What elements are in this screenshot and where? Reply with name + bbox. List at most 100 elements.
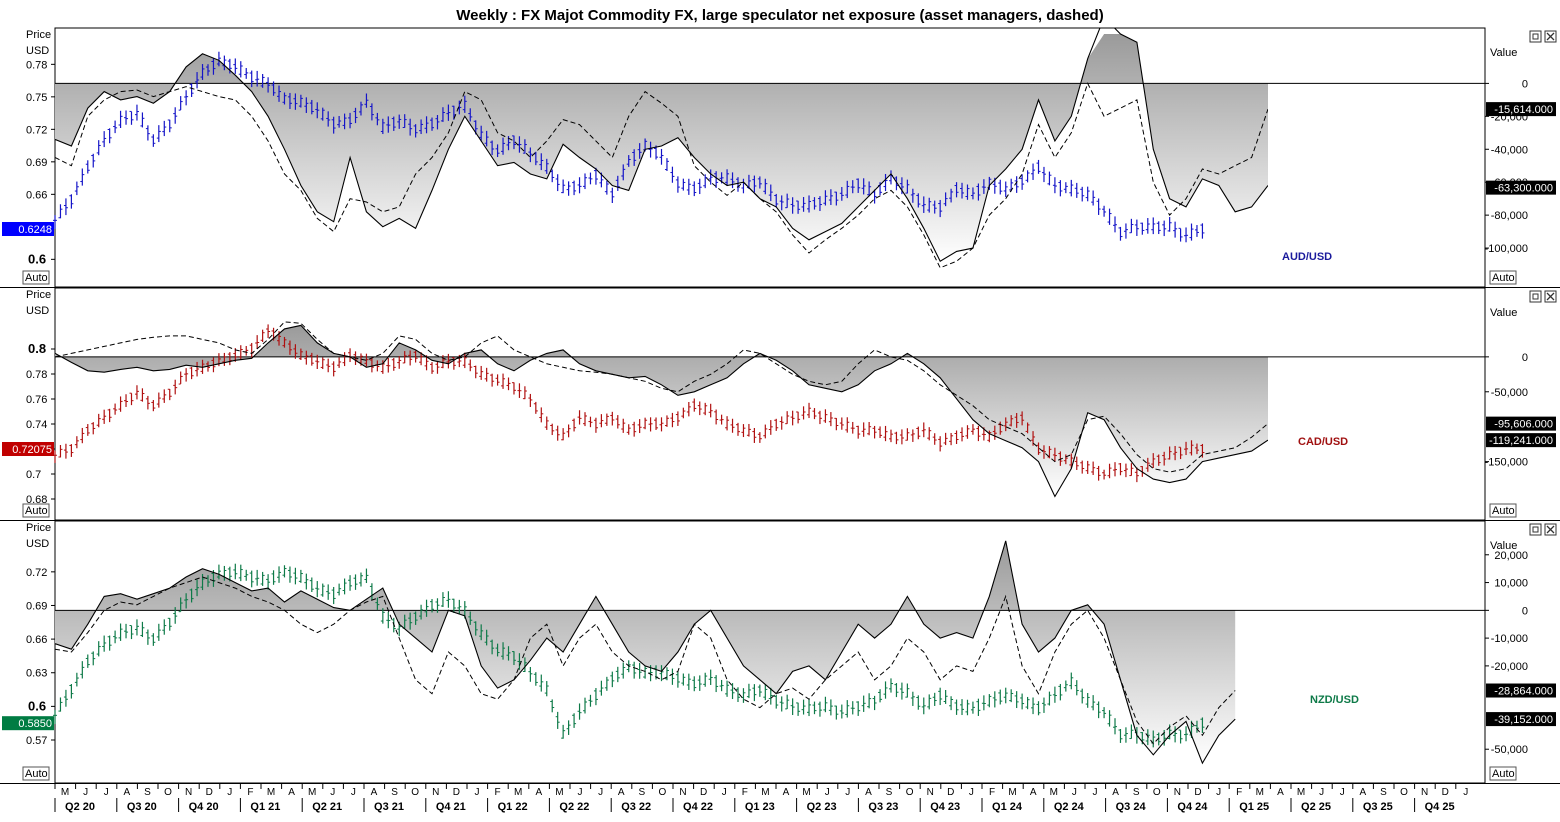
price-bar [1194, 720, 1199, 733]
price-bar [495, 144, 500, 158]
price-bar [1178, 227, 1183, 242]
price-bar [905, 428, 910, 441]
price-bar [730, 172, 735, 189]
price-bar [839, 704, 844, 719]
price-bar [293, 344, 298, 359]
month-label: J [845, 787, 850, 798]
price-bar [293, 567, 298, 585]
price-bar [380, 118, 385, 135]
price-bar [796, 200, 801, 214]
month-label: O [411, 787, 419, 798]
price-bar [834, 417, 839, 431]
price-bar [1052, 177, 1057, 194]
value-axis-label: Value [1490, 540, 1517, 552]
price-bar [1025, 422, 1030, 434]
price-bar [145, 395, 150, 410]
price-bar [337, 115, 342, 128]
price-bar [632, 661, 637, 679]
price-bar [151, 400, 156, 412]
price-tick-label: 0.72 [26, 124, 47, 136]
month-label: S [391, 787, 398, 798]
price-bar [539, 153, 544, 171]
restore-icon[interactable] [1529, 30, 1542, 43]
price-bar [1184, 227, 1189, 243]
month-label: F [1236, 787, 1242, 798]
price-bar [599, 414, 604, 428]
price-bar [195, 579, 200, 597]
quarter-label: Q4 21 [436, 801, 466, 813]
value-auto-button[interactable] [1489, 270, 1517, 285]
price-bar [981, 695, 986, 711]
quarter-label: Q2 23 [807, 801, 837, 813]
price-bar [856, 178, 861, 193]
price-bar [883, 681, 888, 699]
value-auto-button[interactable] [1489, 766, 1517, 781]
price-tick-label: 0.57 [26, 735, 47, 747]
price-bar [703, 174, 708, 189]
price-bar [69, 194, 74, 209]
price-bar [1058, 180, 1063, 197]
price-bar [479, 365, 484, 380]
price-bar [812, 408, 817, 420]
price-bar [992, 425, 997, 440]
price-bar [391, 358, 396, 371]
price-bar [58, 204, 63, 219]
price-bar [331, 361, 336, 377]
month-label: A [1030, 787, 1037, 798]
value-tick-label: -80,000 [1491, 210, 1528, 222]
price-bar [1036, 159, 1041, 174]
month-label: D [453, 787, 460, 798]
symbol-label: NZD/USD [1310, 694, 1359, 706]
price-bar [1047, 446, 1052, 459]
price-bar [282, 565, 287, 578]
price-bar [1074, 456, 1079, 470]
price-bar [845, 180, 850, 199]
price-bar [53, 215, 57, 229]
price-bar [74, 436, 79, 449]
price-bar [506, 377, 511, 391]
price-bar [604, 180, 609, 195]
price-auto-button[interactable] [22, 270, 50, 285]
quarter-label: Q4 24 [1177, 801, 1208, 813]
month-label: O [906, 787, 914, 798]
price-bar [555, 425, 560, 441]
price-bar [369, 103, 374, 121]
price-bar [1096, 465, 1101, 481]
price-bar [315, 102, 320, 119]
price-bar [670, 412, 675, 428]
month-label: A [371, 787, 378, 798]
price-bar [801, 197, 806, 212]
price-bar [364, 568, 369, 584]
price-bar [162, 389, 167, 403]
restore-icon[interactable] [1529, 290, 1542, 303]
month-label: S [144, 787, 151, 798]
price-bar [921, 697, 926, 715]
price-bar [1145, 457, 1150, 472]
price-bar [1080, 186, 1085, 202]
price-bar [588, 172, 593, 185]
price-bar [107, 635, 112, 651]
price-bar [960, 699, 965, 716]
price-auto-button[interactable] [22, 503, 50, 518]
price-bar [746, 423, 751, 437]
price-bar [58, 697, 63, 712]
price-bar [555, 174, 560, 192]
price-bar [331, 116, 336, 134]
price-bar [501, 137, 506, 155]
price-bar [287, 92, 292, 109]
price-bar [583, 173, 588, 190]
restore-icon[interactable] [1529, 523, 1542, 536]
price-bar [583, 697, 588, 714]
price-bar [960, 182, 965, 199]
price-bar [320, 583, 325, 597]
price-auto-button[interactable] [22, 766, 50, 781]
price-bar [681, 178, 686, 191]
price-bar [266, 574, 271, 590]
price-bar [413, 124, 418, 138]
month-label: J [969, 787, 974, 798]
month-label: M [1256, 787, 1264, 798]
value-auto-button[interactable] [1489, 503, 1517, 518]
price-bar [976, 183, 981, 201]
month-label: A [865, 787, 872, 798]
quarter-label: Q3 21 [374, 801, 404, 813]
